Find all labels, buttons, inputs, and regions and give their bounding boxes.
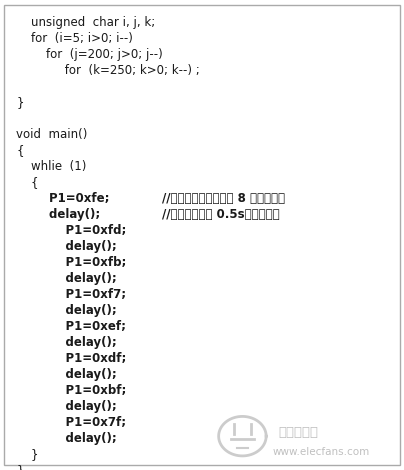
Text: P1=0x7f;: P1=0x7f; [16,416,126,429]
Text: delay();: delay(); [16,304,117,317]
Text: P1=0xfd;: P1=0xfd; [16,224,126,237]
Text: delay();: delay(); [16,272,117,285]
Text: {: { [16,144,24,157]
Text: delay();: delay(); [16,208,101,221]
Text: www.elecfans.com: www.elecfans.com [273,447,370,457]
Text: }: } [16,464,24,470]
Text: void  main(): void main() [16,128,88,141]
Text: }: } [16,96,24,110]
Text: P1=0xdf;: P1=0xdf; [16,352,126,365]
Text: P1=0xfb;: P1=0xfb; [16,256,126,269]
Text: P1=0xef;: P1=0xef; [16,320,126,333]
Text: for  (k=250; k>0; k--) ;: for (k=250; k>0; k--) ; [16,64,200,78]
Text: unsigned  char i, j, k;: unsigned char i, j, k; [16,16,156,30]
Text: delay();: delay(); [16,432,117,445]
Text: delay();: delay(); [16,400,117,413]
Text: whlie  (1): whlie (1) [16,160,86,173]
Text: delay();: delay(); [16,368,117,381]
Text: P1=0xbf;: P1=0xbf; [16,384,126,397]
Text: P1=0xfe;: P1=0xfe; [16,192,109,205]
Text: delay();: delay(); [16,240,117,253]
Text: delay();: delay(); [16,336,117,349]
Text: //穷举法列出跑马灯的 8 种显示状态: //穷举法列出跑马灯的 8 种显示状态 [162,192,284,205]
Text: 电子发烧友: 电子发烧友 [279,426,319,439]
Text: }: } [16,448,39,461]
Text: P1=0xf7;: P1=0xf7; [16,288,126,301]
Text: for  (i=5; i>0; i--): for (i=5; i>0; i--) [16,32,133,46]
Text: for  (j=200; j>0; j--): for (j=200; j>0; j--) [16,48,163,62]
Text: //每种状态显示 0.5s，循环往复: //每种状态显示 0.5s，循环往复 [162,208,279,221]
Text: {: { [16,176,39,189]
